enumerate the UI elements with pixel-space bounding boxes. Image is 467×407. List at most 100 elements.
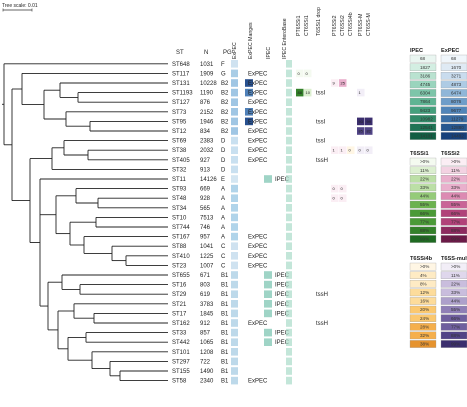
legend-swatch <box>440 226 467 235</box>
header-ct6ssi1: CT6SSi1 <box>304 15 310 36</box>
header-ptessi1: PT6SSi1 <box>296 15 302 36</box>
pt6ssi2-cell <box>331 79 339 87</box>
n-label: 669 <box>200 187 211 193</box>
legend-label: 6304 <box>420 91 431 96</box>
table-row: ST127 876 B2 ExPEC <box>172 98 292 106</box>
legend-swatch <box>440 218 467 226</box>
pg-swatch <box>231 348 238 356</box>
legend-label: 4% <box>420 273 427 278</box>
legend-swatch <box>440 271 467 279</box>
expec-manges-cell <box>245 117 253 126</box>
table-row: ST29 619 B1 IPEC tssH <box>172 290 328 298</box>
legend-swatch <box>409 132 437 140</box>
legend-swatch <box>440 175 467 183</box>
st-label: ST48 <box>172 196 187 202</box>
column-headers: ST N PG ExPEC ExPEC Manges IPEC IPEC EnteroBas… <box>176 7 372 59</box>
ipec-enterobase-cell <box>286 175 292 183</box>
pg-swatch <box>231 136 238 145</box>
ipec-label: IPEC <box>275 292 290 298</box>
st-label: ST58 <box>172 379 187 385</box>
legend-swatch <box>409 106 437 114</box>
legend-swatch <box>440 115 467 123</box>
ipec-enterobase-cell <box>286 348 292 356</box>
n-label: 834 <box>200 129 211 135</box>
table-row: ST1193 1190 B2 ExPEC 88 10 tssI 1 <box>172 88 365 97</box>
ipec-label: IPEC <box>275 273 290 279</box>
legend-swatch <box>440 200 467 209</box>
ipec-cell <box>264 271 272 279</box>
expec-label: ExPEC <box>248 91 268 97</box>
ipec-label: IPEC <box>275 340 290 346</box>
table-row: ST21 3783 B1 IPEC <box>172 300 292 308</box>
ct6ssi4b-cell-value: 0 <box>349 148 352 153</box>
n-label: 1041 <box>200 244 214 250</box>
table-row: ST648 1031 F <box>172 60 292 68</box>
pg-swatch <box>231 175 238 183</box>
n-label: 1845 <box>200 311 214 317</box>
pt6ssi1-cell-value: 0 <box>298 71 301 76</box>
legend-swatch <box>440 157 467 166</box>
st-label: ST32 <box>172 167 187 173</box>
st-label: ST648 <box>172 62 190 68</box>
ct6ssm-cell-value: 82 <box>367 129 372 134</box>
pg-label: F <box>221 62 225 68</box>
legend-swatch <box>409 63 437 71</box>
legend-label: 22% <box>451 281 460 286</box>
legend-swatch <box>409 209 437 217</box>
ipec-enterobase-cell <box>286 290 292 298</box>
table-row: ST16 803 B1 IPEC <box>172 280 292 289</box>
pg-label: C <box>221 263 226 269</box>
pt6ssm-cell-value: 93 <box>359 119 364 124</box>
n-label: 2152 <box>200 110 214 116</box>
ipec-enterobase-cell <box>286 156 292 164</box>
pg-label: B2 <box>221 81 229 87</box>
legend-swatch <box>440 297 467 305</box>
st-label: ST1193 <box>172 91 193 97</box>
legend-ipec: IPEC 68 1827 3186 4745 6304 7864 9423 10982 12541… <box>409 48 437 140</box>
legend-swatch <box>409 331 437 340</box>
ct6ssi2-cell <box>339 184 347 193</box>
pg-label: A <box>221 196 225 202</box>
header-pg: PG <box>223 50 232 56</box>
legend-label: 11% <box>451 168 460 173</box>
legend-swatch <box>440 192 467 200</box>
legend-swatch <box>409 288 437 297</box>
ct6ssi1-cell <box>304 88 312 97</box>
legend-label: 9423 <box>420 108 431 113</box>
ipec-cell <box>264 300 272 308</box>
st-label: ST162 <box>172 321 190 327</box>
legend-label: 11% <box>420 168 429 173</box>
ipec-label: IPEC <box>275 283 290 289</box>
legend-swatch <box>409 123 437 132</box>
legend-label: 55% <box>451 307 460 312</box>
legend-label: 24% <box>420 316 429 321</box>
st-label: ST93 <box>172 187 187 193</box>
legend-label: 44% <box>420 194 429 199</box>
header-ct6ssi4b: CT6SSi4b <box>348 12 354 36</box>
expec-manges-cell <box>245 88 253 97</box>
pg-swatch <box>231 79 238 87</box>
st-label: ST17 <box>172 311 187 317</box>
st-label: ST744 <box>172 225 190 231</box>
pg-label: B1 <box>221 359 229 365</box>
legend-label: 55% <box>420 202 429 207</box>
legend-label: 66% <box>451 211 460 216</box>
n-label: 1208 <box>200 350 214 356</box>
ct6ssm-cell-value: 0 <box>367 148 370 153</box>
st-label: ST167 <box>172 235 190 241</box>
legend-label: 88% <box>451 228 460 233</box>
legend-label: 22% <box>420 176 429 181</box>
pg-label: D <box>221 139 226 145</box>
t6ssi1-drop-label: tssI <box>316 139 326 145</box>
n-label: 2032 <box>200 148 214 154</box>
table-row: ST95 1946 B2 ExPEC tssI 93 99 <box>172 117 373 126</box>
n-label: 7513 <box>200 215 214 221</box>
ipec-enterobase-cell <box>286 146 292 154</box>
pg-label: D <box>221 158 226 164</box>
table-row: ST34 565 A <box>172 204 292 212</box>
phylogenetic-tree <box>2 63 168 382</box>
expec-label: ExPEC <box>248 129 268 135</box>
legend-swatch <box>409 235 437 243</box>
legend-label: 99% <box>451 237 460 242</box>
ipec-enterobase-cell <box>286 184 292 193</box>
